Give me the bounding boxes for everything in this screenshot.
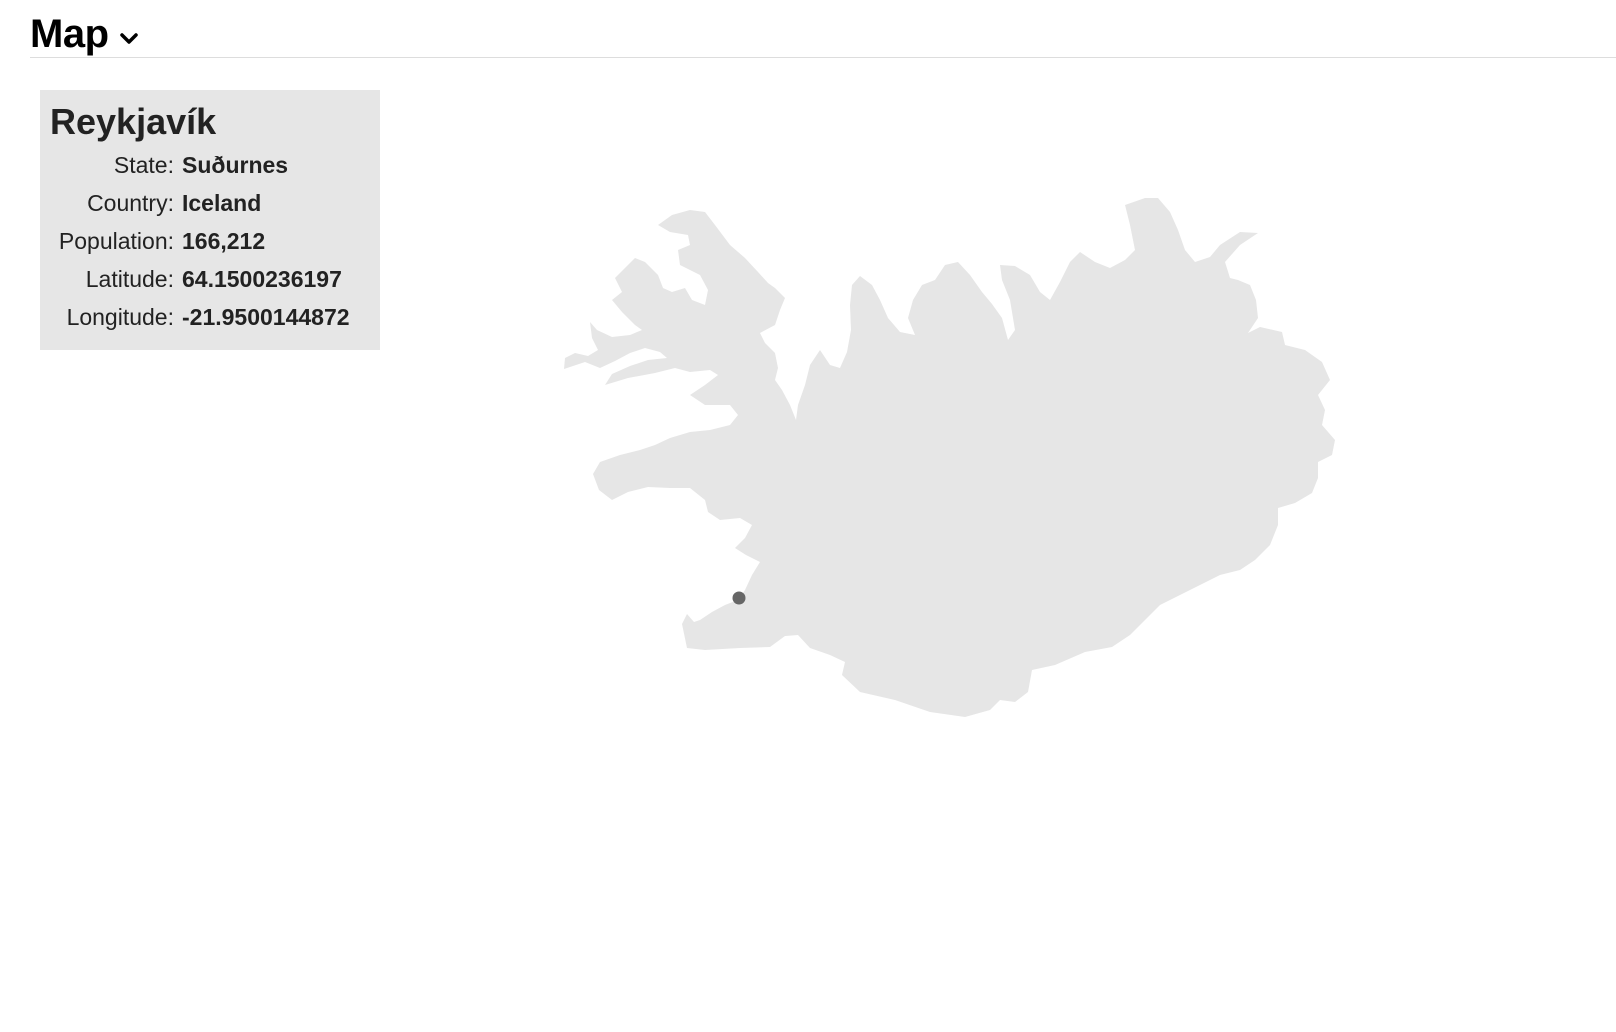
population-label: Population: [58, 227, 174, 254]
tooltip-city-name: Reykjavík [50, 101, 217, 142]
latitude-value: 64.1500236197 [182, 265, 342, 292]
state-label: State: [113, 151, 174, 178]
detail-row-latitude: Latitude: 64.1500236197 [50, 260, 350, 298]
detail-row-country: Country: Iceland [50, 184, 350, 222]
map-canvas[interactable] [0, 60, 1616, 1032]
longitude-label: Longitude: [66, 303, 174, 330]
chevron-down-icon [119, 33, 138, 44]
detail-row-longitude: Longitude: -21.9500144872 [50, 298, 350, 336]
iceland-landmass [564, 198, 1335, 717]
country-label: Country: [87, 189, 174, 216]
country-value: Iceland [182, 189, 262, 216]
detail-row-state: State: Suðurnes [50, 146, 350, 184]
page-header: Map [30, 8, 1616, 58]
map-title-dropdown[interactable]: Map [30, 10, 139, 58]
state-value: Suðurnes [182, 151, 289, 178]
city-details-table: State: Suðurnes Country: Iceland Populat… [50, 146, 350, 336]
page-title: Map [30, 12, 109, 56]
longitude-value: -21.9500144872 [182, 303, 350, 330]
population-value: 166,212 [182, 227, 266, 254]
city-info-tooltip: Reykjavík State: Suðurnes Country: Icela… [40, 90, 380, 350]
latitude-label: Latitude: [85, 265, 174, 292]
city-marker-reykjavik[interactable] [732, 591, 746, 605]
detail-row-population: Population: 166,212 [50, 222, 350, 260]
